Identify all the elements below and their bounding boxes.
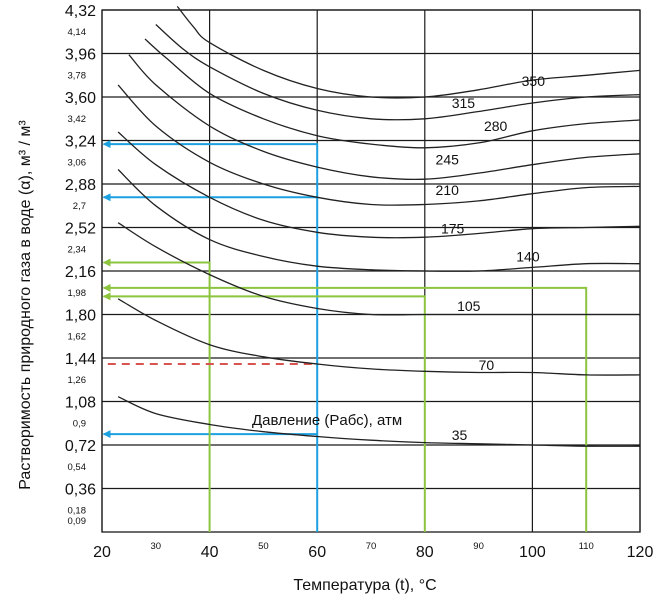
y-minor-tick-label: 0,54 — [68, 462, 87, 473]
x-tick-label: 120 — [627, 544, 654, 561]
x-minor-tick-label: 110 — [579, 541, 594, 552]
y-minor-tick-label: 4,14 — [68, 27, 87, 38]
curve-label-315: 315 — [452, 95, 476, 111]
y-minor-tick-label: 2,7 — [73, 201, 86, 212]
isobar-curve-70 — [117, 298, 641, 376]
curve-label-105: 105 — [457, 298, 481, 314]
curve-label-175: 175 — [441, 221, 465, 237]
plot-frame — [101, 9, 641, 533]
isobar-curve-350 — [176, 5, 641, 99]
guide-line — [102, 292, 426, 532]
x-tick-labels: 20 40 60 80 100 120 30 50 70 90 110 — [93, 541, 653, 561]
x-minor-tick-label: 30 — [151, 541, 162, 552]
curve-labels: 35 70 105 140 175 210 245 280 315 350 — [436, 73, 546, 443]
y-minor-tick-label: 1,98 — [68, 288, 87, 299]
y-tick-label: 1,44 — [65, 351, 96, 368]
y-minor-tick-label: 2,34 — [68, 244, 87, 255]
y-tick-label: 2,52 — [65, 221, 96, 238]
x-tick-label: 100 — [519, 544, 546, 561]
y-tick-label: 0,36 — [65, 482, 96, 499]
curve-label-140: 140 — [516, 248, 540, 264]
y-tick-label: 1,80 — [65, 308, 96, 325]
isobar-curve-280 — [144, 38, 641, 149]
x-tick-label: 40 — [201, 544, 219, 561]
guide-line — [102, 258, 211, 532]
x-minor-tick-label: 50 — [258, 541, 269, 552]
y-tick-label: 3,60 — [65, 90, 96, 107]
isobar-curve-105 — [117, 222, 640, 316]
isobar-curves — [117, 5, 641, 447]
y-minor-tick-label: 0,9 — [73, 418, 86, 429]
y-minor-tick-label: 3,42 — [68, 114, 87, 125]
x-tick-label: 60 — [308, 544, 326, 561]
curve-label-280: 280 — [484, 118, 508, 134]
y-tick-label: 3,96 — [65, 47, 96, 64]
isobar-curve-245 — [128, 54, 641, 181]
y-minor-tick-label: 3,78 — [68, 70, 87, 81]
y-minor-tick-label: 3,06 — [68, 157, 87, 168]
guide-line — [102, 140, 319, 532]
y-tick-labels: 4,32 3,96 3,60 3,24 2,88 2,52 2,16 1,80 1,44 1,08… — [65, 3, 96, 527]
y-axis-label: Растворимость природного газа в воде (α)… — [17, 120, 34, 490]
y-tick-label: 3,24 — [65, 134, 96, 151]
curve-label-350: 350 — [522, 73, 546, 89]
x-axis-label: Температура (t), °C — [293, 577, 436, 594]
y-tick-label: 1,08 — [65, 395, 96, 412]
y-tick-label: 2,16 — [65, 264, 96, 281]
reading-guides — [102, 140, 588, 532]
y-minor-tick-label: 0,09 — [68, 516, 87, 527]
pressure-annotation: Давление (Pабс), атм — [252, 412, 402, 429]
y-tick-label: 2,88 — [65, 177, 96, 194]
isobar-curve-175 — [117, 131, 641, 239]
isobar-curve-140 — [117, 169, 641, 272]
x-minor-tick-label: 90 — [473, 541, 484, 552]
isobar-curve-35 — [117, 396, 641, 447]
y-tick-label: 0,72 — [65, 438, 96, 455]
x-tick-label: 20 — [93, 544, 111, 561]
y-minor-tick-label: 1,26 — [68, 375, 87, 386]
curve-label-70: 70 — [479, 357, 495, 373]
x-tick-label: 80 — [416, 544, 434, 561]
x-minor-tick-label: 70 — [366, 541, 377, 552]
y-minor-tick-label: 0,18 — [68, 505, 87, 516]
curve-label-210: 210 — [436, 182, 460, 198]
curve-label-245: 245 — [436, 152, 460, 168]
isobar-curve-315 — [155, 24, 641, 121]
y-tick-label: 4,32 — [65, 3, 96, 20]
isobar-curve-210 — [117, 84, 641, 206]
guide-line — [102, 283, 588, 532]
curve-label-35: 35 — [452, 427, 468, 443]
y-minor-tick-label: 1,62 — [68, 331, 87, 342]
